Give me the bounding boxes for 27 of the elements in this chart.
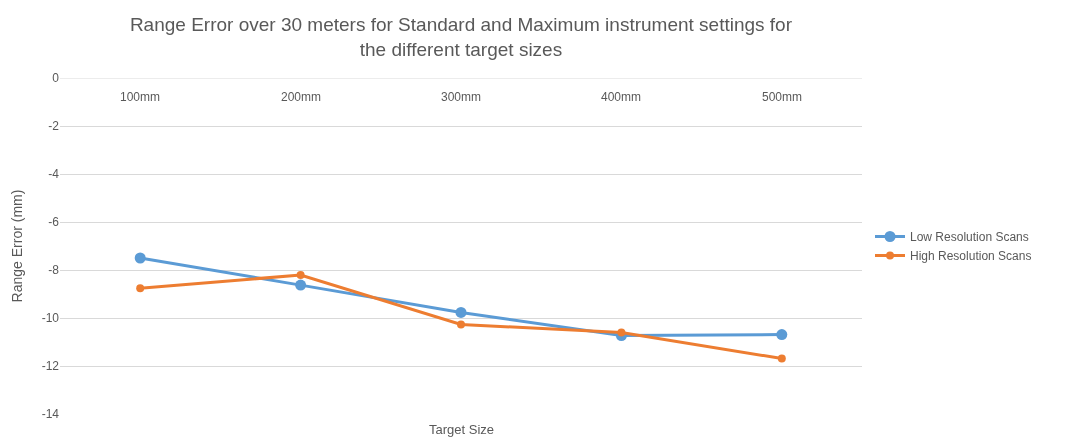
point (136, 284, 145, 293)
legend-label: Low Resolution Scans (910, 230, 1029, 245)
x-tick-label: 200mm (281, 90, 322, 104)
point (617, 328, 626, 337)
point (134, 252, 146, 264)
y-axis-title: Range Error (mm) (9, 189, 25, 303)
y-tick-label: -10 (41, 311, 60, 326)
x-tick-label: 300mm (441, 90, 482, 104)
chart-title: Range Error over 30 meters for Standard and Maximum instrument settings for the different target sizes (129, 13, 793, 60)
point (776, 329, 788, 341)
point (457, 320, 465, 329)
y-tick-label: -4 (48, 167, 60, 182)
y-tick-label: -6 (48, 215, 60, 230)
y-tick-label: -14 (41, 407, 60, 422)
point (295, 279, 307, 291)
point (296, 271, 305, 280)
legend-label: High Resolution Scans (910, 249, 1032, 264)
point (777, 354, 786, 363)
y-tick-label: -2 (48, 119, 60, 134)
x-tick-label: 400mm (601, 90, 642, 104)
y-tick-label: 0 (52, 71, 60, 86)
x-tick-label: 500mm (762, 90, 803, 104)
y-tick-label: -12 (41, 359, 60, 374)
y-tick-label: -8 (48, 263, 60, 278)
point (455, 306, 467, 318)
x-tick-label: 100mm (120, 90, 161, 104)
x-axis-title: Target Size (429, 422, 495, 437)
